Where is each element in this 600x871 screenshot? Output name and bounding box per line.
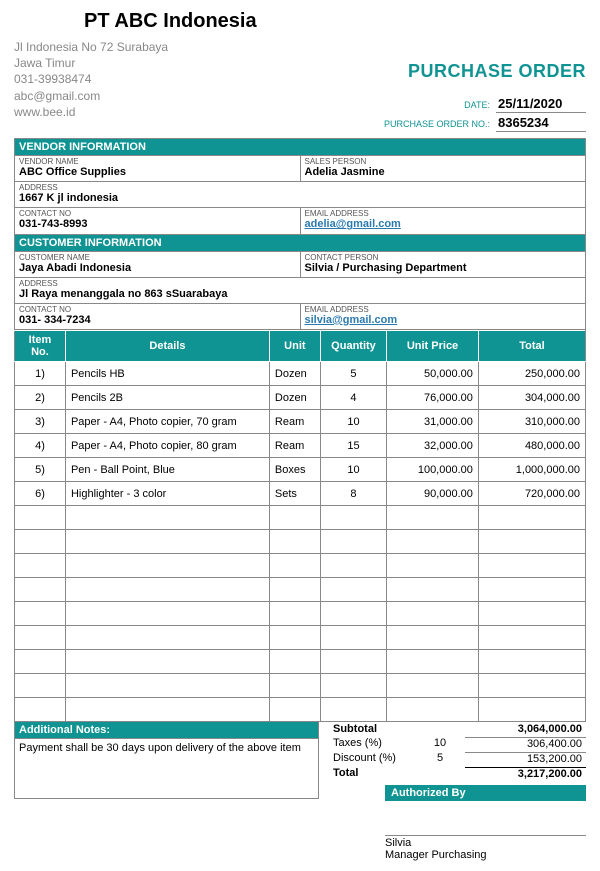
vendor-name: ABC Office Supplies xyxy=(19,166,296,179)
vendor-contact: 031-743-8993 xyxy=(19,218,296,231)
company-name: PT ABC Indonesia xyxy=(14,10,586,33)
notes-body: Payment shall be 30 days upon delivery o… xyxy=(14,739,319,799)
signer-name: Silvia xyxy=(385,837,586,849)
table-row-empty xyxy=(15,530,586,554)
po-no-label: PURCHASE ORDER NO.: xyxy=(384,119,490,129)
th-total: Total xyxy=(478,331,585,362)
po-date-label: DATE: xyxy=(464,100,490,110)
table-row-empty xyxy=(15,626,586,650)
tax-label: Taxes (%) xyxy=(325,737,415,750)
vendor-sales: Adelia Jasmine xyxy=(305,166,582,179)
vendor-address: 1667 K jl indonesia xyxy=(19,192,581,205)
th-price: Unit Price xyxy=(387,331,479,362)
customer-person: Silvia / Purchasing Department xyxy=(305,262,582,275)
table-row: 3)Paper - A4, Photo copier, 70 gramReam1… xyxy=(15,410,586,434)
discount-label: Discount (%) xyxy=(325,752,415,765)
table-row-empty xyxy=(15,674,586,698)
th-item-no: Item No. xyxy=(15,331,66,362)
table-row-empty xyxy=(15,578,586,602)
customer-contact: 031- 334-7234 xyxy=(19,314,296,327)
table-row-empty xyxy=(15,698,586,722)
customer-info: CUSTOMER NAMEJaya Abadi Indonesia CONTAC… xyxy=(14,252,586,331)
subtotal-value: 3,064,000.00 xyxy=(465,723,586,735)
po-no: 8365234 xyxy=(496,115,586,132)
customer-email: silvia@gmail.com xyxy=(305,314,582,327)
notes-header: Additional Notes: xyxy=(14,722,319,739)
signer-title: Manager Purchasing xyxy=(385,849,586,861)
total-label: Total xyxy=(325,767,415,780)
table-row-empty xyxy=(15,602,586,626)
table-row: 4)Paper - A4, Photo copier, 80 gramReam1… xyxy=(15,434,586,458)
table-row: 6)Highlighter - 3 colorSets890,000.00720… xyxy=(15,482,586,506)
table-row-empty xyxy=(15,554,586,578)
table-row-empty xyxy=(15,650,586,674)
table-row: 2)Pencils 2BDozen476,000.00304,000.00 xyxy=(15,386,586,410)
table-row-empty xyxy=(15,506,586,530)
tax-value: 306,400.00 xyxy=(465,737,586,750)
items-table: Item No. Details Unit Quantity Unit Pric… xyxy=(14,330,586,722)
customer-section-header: CUSTOMER INFORMATION xyxy=(14,235,586,252)
po-date: 25/11/2020 xyxy=(496,96,586,113)
th-details: Details xyxy=(65,331,269,362)
vendor-section-header: VENDOR INFORMATION xyxy=(14,138,586,156)
authorized-by-header: Authorized By xyxy=(385,785,586,801)
discount-value: 153,200.00 xyxy=(465,752,586,765)
th-qty: Quantity xyxy=(320,331,386,362)
company-address: Jl Indonesia No 72 Surabaya Jawa Timur 0… xyxy=(14,39,168,120)
th-unit: Unit xyxy=(269,331,320,362)
signature-block: Silvia Manager Purchasing xyxy=(385,835,586,861)
customer-address: Jl Raya menanggala no 863 sSuarabaya xyxy=(19,288,581,301)
vendor-info: VENDOR NAMEABC Office Supplies SALES PER… xyxy=(14,156,586,235)
table-row: 5)Pen - Ball Point, BlueBoxes10100,000.0… xyxy=(15,458,586,482)
po-title: PURCHASE ORDER xyxy=(384,61,586,82)
subtotal-label: Subtotal xyxy=(325,723,415,735)
table-row: 1)Pencils HBDozen550,000.00250,000.00 xyxy=(15,362,586,386)
tax-pct: 10 xyxy=(415,737,465,750)
customer-name: Jaya Abadi Indonesia xyxy=(19,262,296,275)
vendor-email: adelia@gmail.com xyxy=(305,218,582,231)
total-value: 3,217,200.00 xyxy=(465,767,586,780)
discount-pct: 5 xyxy=(415,752,465,765)
